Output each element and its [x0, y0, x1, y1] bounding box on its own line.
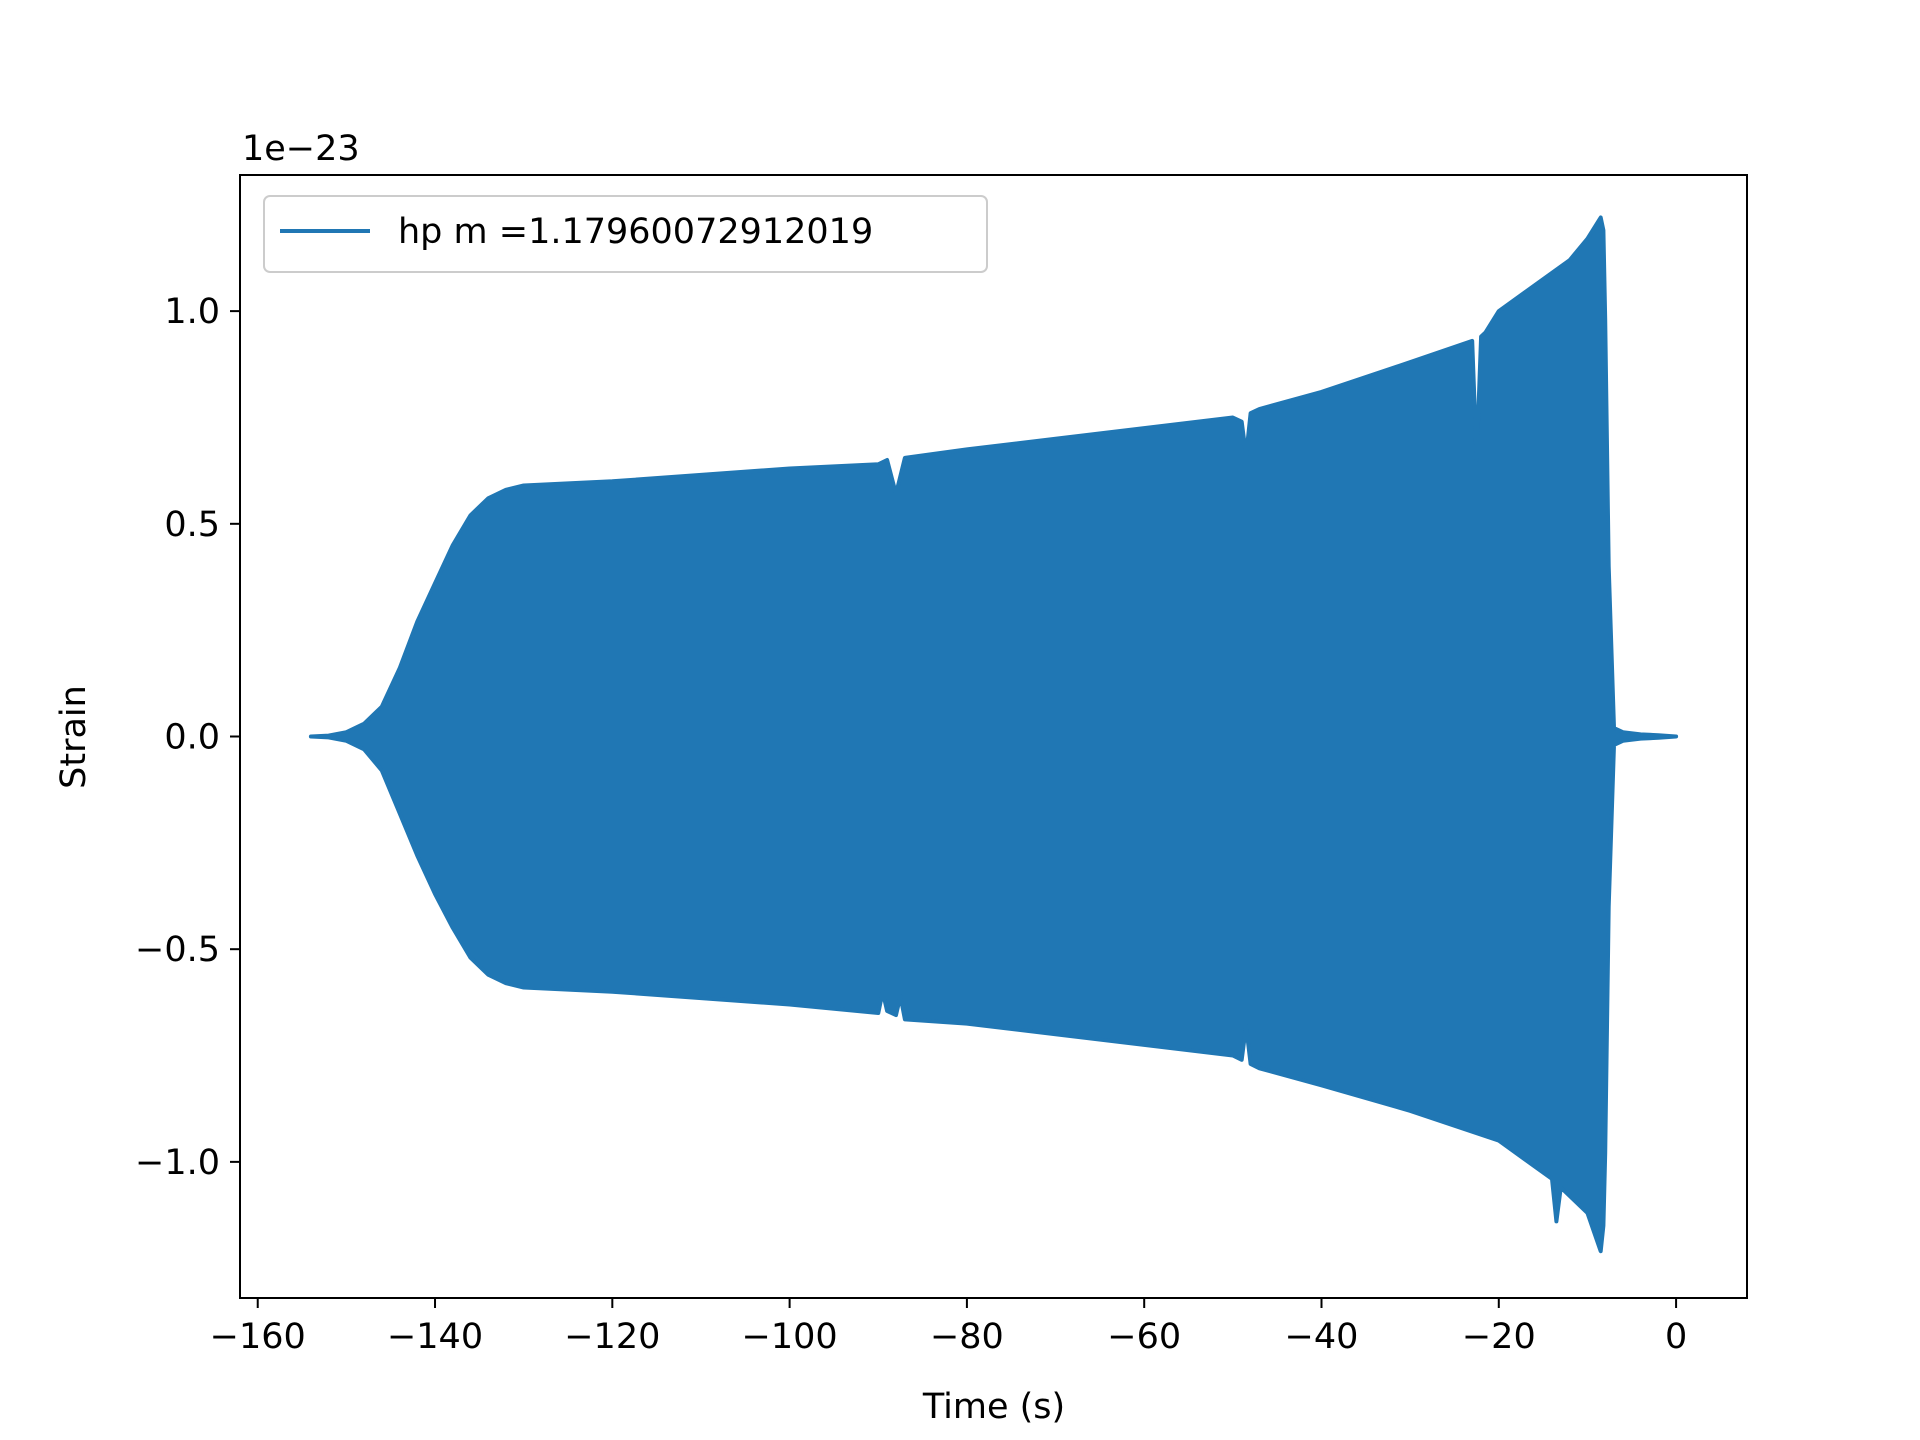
legend-box	[263, 195, 988, 273]
x-axis: −160 −140 −120 −100 −80 −60 −40 −20 0	[210, 1298, 1687, 1357]
legend-label: hp m =1.17960072912019	[398, 212, 873, 252]
x-tick-label: −100	[742, 1317, 838, 1357]
y-tick-label: −1.0	[135, 1143, 220, 1183]
x-tick-label: −140	[387, 1317, 483, 1357]
y-tick-label: 0.5	[164, 505, 220, 545]
legend: hp m =1.17960072912019	[263, 195, 988, 273]
x-axis-label: Time (s)	[922, 1387, 1065, 1427]
x-tick-label: 0	[1665, 1317, 1687, 1357]
x-tick-label: −20	[1462, 1317, 1536, 1357]
x-tick-label: −80	[930, 1317, 1004, 1357]
y-tick-label: 0.0	[164, 718, 220, 758]
x-tick-label: −60	[1107, 1317, 1181, 1357]
x-tick-label: −40	[1285, 1317, 1359, 1357]
y-axis: 1.0 0.5 0.0 −0.5 −1.0	[135, 292, 240, 1183]
y-axis-offset-text: 1e−23	[242, 129, 360, 169]
x-tick-label: −120	[564, 1317, 660, 1357]
series-layer	[308, 215, 1679, 1254]
x-tick-label: −160	[210, 1317, 306, 1357]
y-axis-label: Strain	[54, 685, 94, 789]
y-tick-label: 1.0	[164, 292, 220, 332]
y-tick-label: −0.5	[135, 930, 220, 970]
series-line-0	[308, 215, 1679, 1254]
